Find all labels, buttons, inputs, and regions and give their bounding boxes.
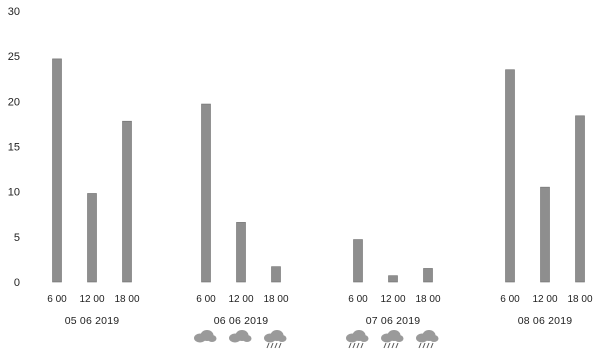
y-tick-label: 20 [8,96,20,108]
y-tick-label: 15 [8,142,20,154]
x-tick-label: 6 00 [348,294,368,305]
y-axis: 0 5 10 15 20 25 30 [8,6,20,289]
x-tick-label: 6 00 [500,294,520,305]
cloud-rain-icon [416,330,439,349]
x-tick-label: 18 00 [114,294,139,305]
bars [52,58,585,283]
bar [87,193,97,283]
bar [388,275,398,283]
cloud-rain-icon [264,330,287,349]
date-label: 07 06 2019 [366,315,421,327]
x-tick-label: 12 00 [228,294,253,305]
cloud-icon [229,330,252,343]
bar [353,239,363,283]
cloud-icon [194,330,217,343]
y-tick-label: 0 [14,277,20,289]
y-tick-label: 25 [8,51,20,63]
bar [236,222,246,283]
x-tick-label: 6 00 [47,294,67,305]
x-tick-label: 18 00 [263,294,288,305]
bar [201,103,211,283]
y-tick-label: 5 [14,232,20,244]
weather-icons [194,330,439,349]
bar [52,58,62,283]
x-axis-labels: 6 00 12 00 18 00 05 06 2019 6 00 12 00 18 00 06… [47,294,593,327]
x-tick-label: 12 00 [79,294,104,305]
x-tick-label: 18 00 [415,294,440,305]
x-tick-label: 12 00 [380,294,405,305]
y-tick-label: 30 [8,6,20,18]
x-tick-label: 12 00 [532,294,557,305]
date-label: 08 06 2019 [518,315,573,327]
y-tick-label: 10 [8,187,20,199]
date-label: 06 06 2019 [214,315,269,327]
x-tick-label: 18 00 [567,294,592,305]
bar [540,186,550,283]
cloud-rain-icon [381,330,404,349]
x-tick-label: 6 00 [196,294,216,305]
bar [271,266,281,283]
bar [505,69,515,283]
bar [575,115,585,283]
bar [423,268,433,283]
cloud-rain-icon [346,330,369,349]
date-label: 05 06 2019 [65,315,120,327]
bar [122,120,132,283]
